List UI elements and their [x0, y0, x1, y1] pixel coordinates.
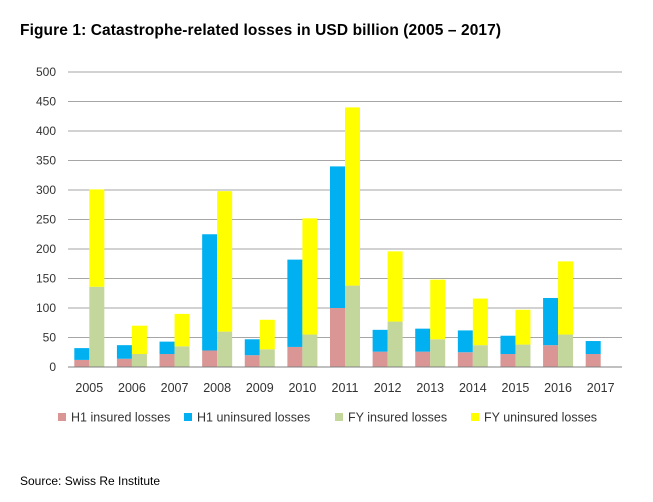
x-axis-tick-labels: 2005 2006 2007 2008 2009 2010 2011 2012 2013 2014… [75, 381, 614, 395]
x-tick-label: 2013 [416, 381, 444, 395]
bar-fy-insured-losses-2008 [217, 331, 233, 367]
bar-fy-uninsured-losses-2013 [430, 279, 446, 340]
bar-h1-uninsured-losses-2005 [74, 348, 90, 360]
x-tick-label: 2016 [544, 381, 572, 395]
bar-fy-uninsured-losses-2006 [131, 325, 147, 355]
x-tick-label: 2017 [587, 381, 615, 395]
bar-fy-insured-losses-2013 [430, 339, 446, 367]
source-note: Source: Swiss Re Institute [20, 474, 161, 488]
y-tick-label: 500 [36, 65, 56, 79]
bar-fy-insured-losses-2006 [131, 354, 147, 367]
bar-h1-uninsured-losses-2010 [287, 259, 303, 347]
bar-fy-insured-losses-2016 [558, 334, 574, 367]
x-tick-label: 2010 [288, 381, 316, 395]
bar-fy-insured-losses-2009 [259, 349, 275, 367]
legend-swatch [335, 413, 343, 421]
bar-h1-insured-losses-2017 [585, 354, 601, 367]
x-tick-label: 2008 [203, 381, 231, 395]
bar-h1-insured-losses-2014 [457, 352, 473, 367]
bar-h1-insured-losses-2016 [543, 345, 559, 367]
bar-fy-insured-losses-2015 [515, 344, 531, 367]
bars [74, 107, 601, 367]
bar-fy-uninsured-losses-2009 [259, 319, 275, 350]
bar-h1-insured-losses-2007 [159, 354, 175, 367]
bar-h1-uninsured-losses-2007 [159, 341, 175, 355]
bar-h1-insured-losses-2006 [116, 358, 132, 367]
bar-h1-insured-losses-2010 [287, 346, 303, 367]
x-tick-label: 2015 [502, 381, 530, 395]
y-tick-label: 50 [43, 331, 57, 345]
bar-fy-uninsured-losses-2010 [302, 218, 318, 335]
legend-swatch [58, 413, 66, 421]
bar-fy-uninsured-losses-2014 [472, 298, 488, 346]
bar-fy-uninsured-losses-2007 [174, 313, 190, 347]
chart-title: Figure 1: Catastrophe-related losses in … [20, 22, 502, 39]
legend-label: FY insured losses [348, 411, 447, 425]
y-tick-label: 400 [36, 124, 56, 138]
bar-fy-insured-losses-2007 [174, 346, 190, 367]
bar-fy-uninsured-losses-2012 [387, 251, 403, 322]
legend-swatch [471, 413, 479, 421]
y-tick-label: 100 [36, 301, 56, 315]
bar-fy-uninsured-losses-2015 [515, 309, 531, 345]
legend-label: H1 uninsured losses [197, 411, 310, 425]
bar-fy-insured-losses-2010 [302, 334, 318, 367]
bar-h1-insured-losses-2012 [372, 351, 388, 367]
bar-h1-uninsured-losses-2009 [244, 339, 260, 356]
legend-swatch [184, 413, 192, 421]
bar-h1-insured-losses-2009 [244, 355, 260, 367]
legend-label: H1 insured losses [71, 411, 170, 425]
legend-label: FY uninsured losses [484, 411, 597, 425]
x-tick-label: 2006 [118, 381, 146, 395]
x-tick-label: 2011 [332, 381, 359, 395]
y-tick-label: 250 [36, 213, 56, 227]
bar-h1-uninsured-losses-2006 [116, 345, 132, 359]
bar-fy-uninsured-losses-2011 [345, 107, 360, 286]
legend: H1 insured losses H1 uninsured losses FY i… [58, 411, 597, 425]
bar-h1-uninsured-losses-2008 [202, 234, 218, 351]
bar-fy-insured-losses-2005 [89, 286, 105, 367]
x-tick-label: 2005 [75, 381, 103, 395]
y-axis-tick-labels: 0 50 100 150 200 250 300 350 400 450 500 [36, 65, 56, 374]
y-tick-label: 450 [36, 95, 56, 109]
bar-fy-insured-losses-2014 [472, 345, 488, 367]
x-tick-label: 2012 [374, 381, 402, 395]
bar-h1-uninsured-losses-2014 [457, 330, 473, 353]
bar-h1-uninsured-losses-2015 [500, 335, 516, 355]
bar-fy-insured-losses-2012 [387, 321, 403, 367]
bar-fy-uninsured-losses-2008 [217, 191, 233, 332]
bar-h1-insured-losses-2005 [74, 359, 90, 367]
x-tick-label: 2009 [246, 381, 274, 395]
bar-fy-insured-losses-2011 [345, 285, 360, 367]
bar-h1-uninsured-losses-2016 [543, 297, 559, 346]
bar-h1-insured-losses-2015 [500, 354, 516, 367]
bar-h1-uninsured-losses-2011 [330, 166, 345, 308]
y-tick-label: 0 [49, 360, 56, 374]
x-tick-label: 2014 [459, 381, 487, 395]
bar-h1-insured-losses-2011 [330, 308, 345, 367]
y-tick-label: 150 [36, 272, 56, 286]
y-tick-label: 350 [36, 154, 56, 168]
y-tick-label: 200 [36, 242, 56, 256]
bar-fy-uninsured-losses-2016 [558, 261, 574, 335]
bar-fy-uninsured-losses-2005 [89, 189, 105, 287]
bar-h1-insured-losses-2008 [202, 350, 218, 367]
bar-h1-uninsured-losses-2017 [585, 341, 601, 355]
bar-h1-insured-losses-2013 [415, 351, 431, 367]
x-tick-label: 2007 [161, 381, 189, 395]
bar-h1-uninsured-losses-2012 [372, 329, 388, 352]
bar-h1-uninsured-losses-2013 [415, 328, 431, 352]
y-tick-label: 300 [36, 183, 56, 197]
